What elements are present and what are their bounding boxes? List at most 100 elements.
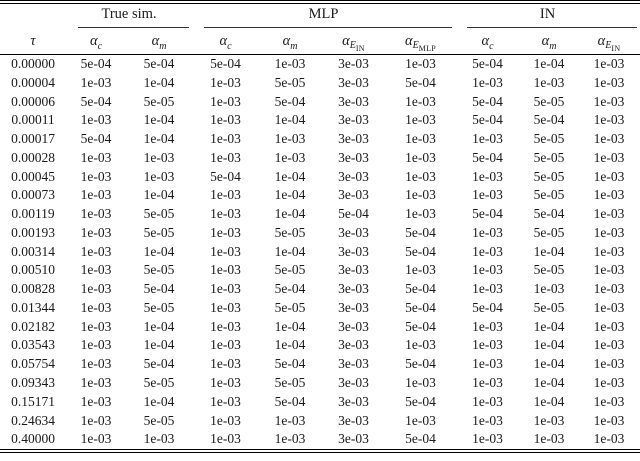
alpha-value-cell: 1e-03	[210, 318, 241, 334]
alpha-value-cell: 5e-04	[80, 93, 112, 109]
top-double-rule	[0, 0, 640, 4]
alpha-value-cell: 1e-03	[472, 356, 503, 372]
alpha-column-header: αEIN	[578, 28, 640, 55]
alpha-value-cell: 5e-04	[472, 149, 503, 165]
alpha-value-cell: 3e-03	[338, 93, 369, 109]
alpha-value-cell: 5e-05	[143, 206, 175, 222]
alpha-value-cell: 1e-03	[593, 149, 625, 165]
alpha-value-cell: 3e-03	[338, 112, 369, 128]
alpha-value-cell: 5e-04	[405, 318, 436, 334]
table-row: 0.00006 5e-04 5e-05 1e-03 5e-04 3e-03 1e-03 5e-…	[0, 93, 640, 112]
alpha-value-cell: 5e-04	[472, 93, 503, 109]
alpha-value-cell: 1e-04	[533, 56, 565, 71]
alpha-value-cell: 3e-03	[338, 224, 369, 240]
alpha-value-cell: 1e-03	[80, 243, 112, 259]
alpha-value-cell: 5e-05	[533, 168, 565, 184]
alpha-value-cell: 1e-04	[143, 318, 175, 334]
alpha-value-cell: 5e-05	[143, 224, 175, 240]
alpha-value-cell: 1e-03	[210, 93, 241, 109]
alpha-value-cell: 1e-03	[593, 243, 625, 259]
alpha-value-cell: 1e-03	[472, 281, 503, 297]
tau-value-cell: 0.03543	[11, 337, 55, 353]
table-row: 0.00828 1e-03 5e-04 1e-03 5e-04 3e-03 5e-04 1e-…	[0, 280, 640, 299]
alpha-value-cell: 1e-03	[593, 131, 625, 147]
alpha-value-cell: 5e-04	[405, 431, 436, 447]
tau-value-cell: 0.00045	[11, 168, 55, 184]
alpha-value-cell: 1e-03	[80, 112, 112, 128]
alpha-value-cell: 5e-04	[405, 74, 436, 90]
alpha-value-cell: 1e-04	[274, 337, 306, 353]
alpha-value-cell: 1e-03	[80, 187, 112, 203]
alpha-column-header: αm	[520, 28, 579, 55]
alpha-value-cell: 1e-03	[472, 262, 503, 278]
alpha-value-cell: 1e-03	[405, 412, 436, 428]
corner-cell	[0, 4, 66, 28]
alpha-value-cell: 5e-04	[80, 56, 112, 71]
alpha-value-cell: 5e-05	[274, 375, 306, 391]
alpha-value-cell: 5e-05	[274, 224, 306, 240]
alpha-value-cell: 1e-03	[80, 318, 112, 334]
alpha-value-cell: 1e-03	[405, 187, 436, 203]
alpha-value-cell: 5e-04	[274, 93, 306, 109]
alpha-value-cell: 1e-03	[210, 393, 241, 409]
alpha-value-cell: 1e-03	[472, 187, 503, 203]
table-row: 0.00193 1e-03 5e-05 1e-03 5e-05 3e-03 5e-04 1e-…	[0, 224, 640, 243]
table-row: 0.40000 1e-03 1e-03 1e-03 1e-03 3e-03 5e-04 1e-…	[0, 430, 640, 449]
alpha-value-cell: 1e-03	[210, 412, 241, 428]
tau-value-cell: 0.02182	[11, 318, 55, 334]
alpha-value-cell: 1e-04	[143, 187, 175, 203]
table-row: 0.00073 1e-03 1e-04 1e-03 1e-04 3e-03 1e-03 1e-…	[0, 186, 640, 205]
alpha-value-cell: 1e-03	[593, 224, 625, 240]
tau-value-cell: 0.00028	[11, 149, 55, 165]
alpha-value-cell: 1e-03	[210, 375, 241, 391]
alpha-value-cell: 1e-03	[472, 168, 503, 184]
alpha-value-cell: 1e-03	[405, 168, 436, 184]
alpha-value-cell: 3e-03	[338, 431, 369, 447]
alpha-value-cell: 5e-05	[533, 187, 565, 203]
alpha-value-cell: 1e-03	[405, 149, 436, 165]
alpha-value-cell: 5e-04	[143, 356, 175, 372]
alpha-value-cell: 1e-03	[593, 337, 625, 353]
alpha-value-cell: 1e-03	[472, 431, 503, 447]
alpha-value-cell: 1e-03	[472, 224, 503, 240]
alpha-value-cell: 1e-03	[593, 168, 625, 184]
alpha-value-cell: 1e-03	[143, 149, 175, 165]
alpha-value-cell: 1e-03	[80, 375, 112, 391]
group-label: IN	[539, 6, 556, 22]
alpha-value-cell: 1e-03	[80, 431, 112, 447]
alpha-value-cell: 5e-05	[274, 299, 306, 315]
alpha-value-cell: 3e-03	[338, 56, 369, 71]
alpha-value-cell: 1e-03	[472, 375, 503, 391]
alpha-value-cell: 1e-03	[210, 356, 241, 372]
alpha-value-cell: 5e-04	[472, 299, 503, 315]
alpha-column-header: αc	[192, 28, 259, 55]
alpha-value-cell: 1e-03	[405, 375, 436, 391]
alpha-value-cell: 1e-04	[143, 131, 175, 147]
alpha-value-cell: 5e-05	[143, 299, 175, 315]
cmid-rule	[467, 27, 638, 28]
table-row: 0.00119 1e-03 5e-05 1e-03 1e-04 5e-04 1e-03 5e-…	[0, 205, 640, 224]
table-row: 0.00510 1e-03 5e-05 1e-03 5e-05 3e-03 1e-03 1e-…	[0, 261, 640, 280]
tau-value-cell: 0.00828	[11, 281, 55, 297]
alpha-value-cell: 1e-03	[210, 281, 241, 297]
alpha-value-cell: 1e-03	[210, 243, 241, 259]
table-body: 0.00000 5e-04 5e-04 5e-04 1e-03 3e-03 1e-03 5e-…	[0, 55, 640, 450]
alpha-value-cell: 5e-05	[533, 93, 565, 109]
alpha-value-cell: 1e-03	[274, 149, 306, 165]
tau-value-cell: 0.24634	[11, 412, 55, 428]
table-row: 0.01344 1e-03 5e-05 1e-03 5e-05 3e-03 5e-04 5e-…	[0, 299, 640, 318]
alpha-value-cell: 1e-03	[405, 93, 436, 109]
alpha-value-cell: 1e-03	[593, 112, 625, 128]
alpha-value-cell: 1e-04	[143, 393, 175, 409]
alpha-column-header: αEMLP	[386, 28, 456, 55]
alpha-value-cell: 1e-04	[533, 393, 565, 409]
alpha-value-cell: 1e-04	[274, 187, 306, 203]
tau-value-cell: 0.00017	[11, 131, 55, 147]
alpha-value-cell: 5e-05	[533, 299, 565, 315]
tau-value-cell: 0.00119	[11, 206, 55, 222]
group-header-row: True sim. MLP IN	[0, 4, 640, 28]
alpha-value-cell: 1e-03	[593, 318, 625, 334]
group-label: MLP	[308, 6, 339, 22]
alpha-value-cell: 1e-03	[472, 131, 503, 147]
alpha-value-cell: 1e-03	[593, 262, 625, 278]
